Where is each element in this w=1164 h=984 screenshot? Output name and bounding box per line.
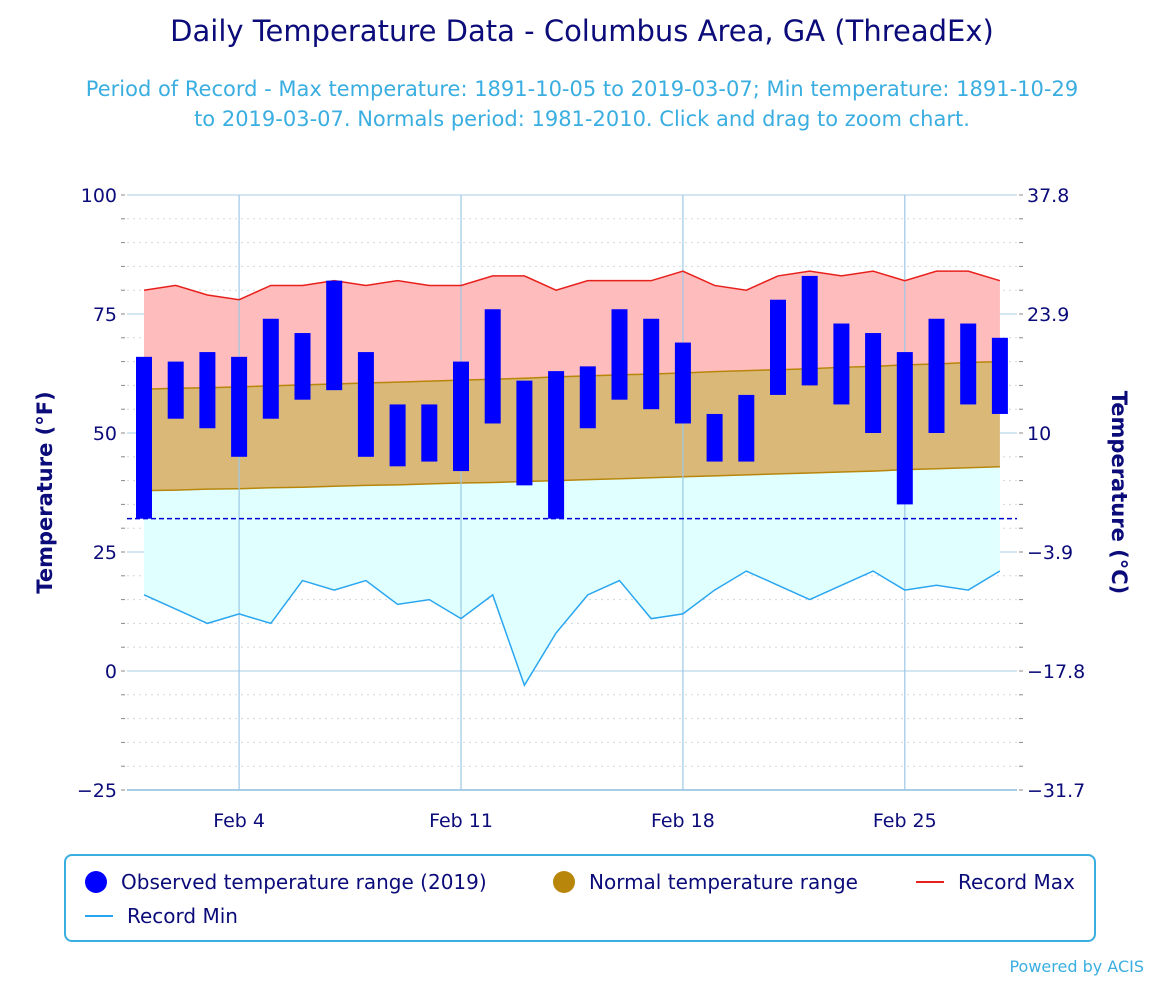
y-tick-label: −25 bbox=[77, 780, 117, 802]
y-tick-label: 0 bbox=[105, 661, 117, 683]
y-tick-label: 100 bbox=[81, 185, 117, 207]
x-tick-label: Feb 25 bbox=[873, 810, 937, 832]
observed-bar[interactable] bbox=[484, 309, 501, 424]
chart-legend: Observed temperature range (2019) Normal… bbox=[64, 854, 1096, 942]
y-tick-label-right: 23.9 bbox=[1027, 304, 1069, 326]
observed-bar[interactable] bbox=[643, 318, 660, 410]
observed-bar[interactable] bbox=[991, 337, 1008, 414]
observed-bar[interactable] bbox=[262, 318, 279, 419]
observed-bar[interactable] bbox=[928, 318, 945, 433]
observed-bar[interactable] bbox=[960, 323, 977, 405]
legend-label-observed: Observed temperature range (2019) bbox=[121, 870, 487, 894]
observed-bar[interactable] bbox=[801, 275, 818, 386]
legend-label-normal: Normal temperature range bbox=[589, 870, 858, 894]
y-tick-label-right: 10 bbox=[1027, 423, 1051, 445]
normal-low-line bbox=[143, 466, 1000, 492]
y-axis-title-right: Temperature (°C) bbox=[1107, 391, 1131, 594]
observed-bar[interactable] bbox=[738, 394, 755, 462]
observed-bar[interactable] bbox=[453, 361, 469, 472]
observed-bar[interactable] bbox=[167, 361, 184, 419]
y-axis-title-left: Temperature (°F) bbox=[33, 391, 57, 593]
observed-bar[interactable] bbox=[136, 356, 152, 519]
legend-label-record-max: Record Max bbox=[958, 870, 1075, 894]
legend-item-observed[interactable]: Observed temperature range (2019) bbox=[85, 870, 487, 894]
observed-bar[interactable] bbox=[231, 356, 248, 457]
y-tick-label: 25 bbox=[93, 542, 117, 564]
x-tick-label: Feb 11 bbox=[429, 810, 493, 832]
y-tick-label-right: 37.8 bbox=[1027, 185, 1069, 207]
legend-item-normal[interactable]: Normal temperature range bbox=[553, 870, 858, 894]
observed-bar[interactable] bbox=[326, 280, 343, 391]
observed-bar[interactable] bbox=[706, 413, 723, 462]
y-tick-label-right: −3.9 bbox=[1027, 542, 1073, 564]
x-tick-label: Feb 18 bbox=[651, 810, 715, 832]
legend-marker-observed bbox=[85, 871, 107, 893]
observed-bar[interactable] bbox=[896, 352, 913, 505]
observed-bar[interactable] bbox=[833, 323, 850, 405]
observed-bar[interactable] bbox=[516, 380, 533, 486]
legend-label-record-min: Record Min bbox=[127, 904, 238, 928]
observed-bar[interactable] bbox=[389, 404, 406, 467]
observed-bar[interactable] bbox=[674, 342, 691, 424]
observed-bar[interactable] bbox=[421, 404, 438, 462]
observed-bar[interactable] bbox=[294, 333, 311, 400]
chart-title: Daily Temperature Data - Columbus Area, … bbox=[170, 14, 994, 48]
observed-bar[interactable] bbox=[548, 371, 565, 519]
record-min-band bbox=[144, 466, 1000, 686]
y-tick-label-right: −31.7 bbox=[1027, 780, 1085, 802]
normal-high-line bbox=[143, 360, 1000, 390]
chart-subtitle: Period of Record - Max temperature: 1891… bbox=[85, 77, 1079, 131]
legend-item-record-min[interactable]: Record Min bbox=[85, 904, 238, 928]
y-tick-label: 50 bbox=[93, 423, 117, 445]
y-tick-label: 75 bbox=[93, 304, 117, 326]
legend-marker-record-max bbox=[916, 881, 944, 883]
observed-bar[interactable] bbox=[579, 366, 596, 429]
observed-bar[interactable] bbox=[865, 333, 882, 433]
record-max-line bbox=[143, 270, 1001, 301]
observed-bar[interactable] bbox=[199, 352, 216, 429]
powered-by-credit[interactable]: Powered by ACIS bbox=[1009, 957, 1144, 976]
legend-marker-record-min bbox=[85, 915, 113, 917]
legend-item-record-max[interactable]: Record Max bbox=[916, 870, 1075, 894]
legend-marker-normal bbox=[553, 871, 575, 893]
record-min-line bbox=[143, 570, 1001, 688]
temperature-chart[interactable]: 100 75 50 25 0 −25 37.8 23.9 10 −3.9 −17.8 −31.7 Feb… bbox=[0, 0, 1164, 850]
y-tick-label-right: −17.8 bbox=[1027, 661, 1085, 683]
observed-bar[interactable] bbox=[770, 299, 786, 395]
observed-bar[interactable] bbox=[357, 352, 374, 457]
x-tick-label: Feb 4 bbox=[213, 810, 265, 832]
observed-bar[interactable] bbox=[611, 309, 628, 400]
